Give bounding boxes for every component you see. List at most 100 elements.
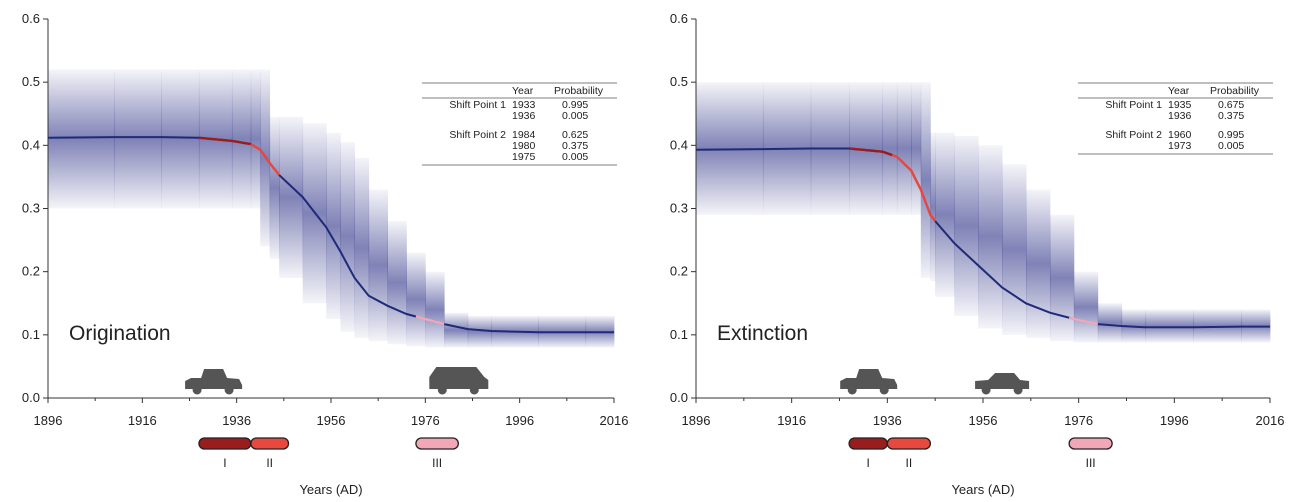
band-segment [1002,164,1027,335]
x-tick-label: 1996 [505,413,534,428]
period-bar [250,437,290,450]
y-tick-label: 0.0 [670,390,688,405]
band-segment [911,82,922,215]
x-tick-label: 1936 [873,413,902,428]
table-cell-year: 1936 [512,110,536,122]
x-tick-label: 1996 [1160,413,1189,428]
period-bar [198,437,252,450]
table-cell-probability: 0.675 [1218,99,1244,111]
period-label: II [266,456,273,470]
x-tick-label: 1896 [682,413,711,428]
panel-extinction: 0.0 0.1 0.2 0.3 0.4 0.5 0.6 1896 1916 1936 1956 197… [670,11,1285,497]
period-label: II [906,456,913,470]
band-segment [279,116,304,278]
period-bar [415,437,459,450]
band-segment [250,69,261,209]
band-segment [161,69,200,209]
band-segment [231,69,252,209]
table-cell-label: Shift Point 2 [1105,129,1162,141]
x-axis-label: Years (AD) [299,482,362,497]
highlight-segment [1068,316,1099,326]
table-header: Year [512,85,534,97]
highlight-segment [891,153,937,222]
y-tick-label: 0.3 [22,201,40,216]
table-cell-probability: 0.005 [562,110,588,122]
period-label: I [223,456,226,470]
y-tick-label: 0.1 [22,327,40,342]
table-cell-year: 1935 [1168,99,1192,111]
table-cell-probability: 0.625 [562,129,588,141]
panel-label: Extinction [717,322,808,345]
band-segment [1026,189,1051,338]
shift-point-table: Year Probability Shift Point 1 1933 0.995 193… [422,82,617,166]
x-tick-label: 1956 [317,413,346,428]
x-tick-label: 1976 [411,413,440,428]
band-segment [920,82,931,278]
y-tick-label: 0.4 [670,137,688,152]
highlight-segment [415,315,445,326]
x-tick-label: 1916 [128,413,157,428]
band-segment [269,116,280,260]
period-label: I [867,456,870,470]
y-tick-label: 0.0 [22,390,40,405]
table-cell-probability: 0.375 [562,140,588,152]
band-segment [1049,214,1075,342]
band-segment [368,189,388,342]
table-cell-year: 1980 [512,140,536,152]
band-segment [978,145,1003,329]
shift-point-table: Year Probability Shift Point 1 1935 0.675 193… [1078,82,1273,155]
band-segment [114,69,162,209]
y-tick-label: 0.2 [670,264,688,279]
panel-origination: 0.0 0.1 0.2 0.3 0.4 0.5 0.6 1896 1916 1936 1956 197… [22,11,629,497]
band-segment [1097,303,1123,343]
highlight-segment [849,147,893,157]
y-tick-label: 0.3 [670,201,688,216]
table-cell-year: 1975 [512,151,536,163]
period-bar [848,437,888,450]
period-label: III [1086,456,1096,470]
highlight-segment [250,143,281,176]
vintage-car-icon [185,369,243,395]
y-tick-label: 0.6 [670,11,688,26]
table-cell-year: 1960 [1168,129,1192,141]
table-cell-label: Shift Point 1 [449,99,506,111]
y-tick-label: 0.6 [22,11,40,26]
x-tick-label: 1956 [969,413,998,428]
x-tick-label: 2016 [1256,413,1285,428]
band-segment [930,132,936,282]
band-segment [406,252,426,347]
table-cell-label: Shift Point 1 [1105,99,1162,111]
table-header: Probability [554,85,604,97]
x-tick-label: 1936 [222,413,251,428]
x-tick-label: 2016 [600,413,629,428]
sedan-icon [975,373,1030,395]
band-segment [444,312,469,348]
x-tick-label: 1916 [777,413,806,428]
period-bar [886,437,932,450]
y-tick-label: 0.5 [670,74,688,89]
band-segment [467,315,492,348]
x-tick-label: 1976 [1064,413,1093,428]
period-bars: I II III [848,437,1113,470]
band-segment [387,221,407,345]
period-bars: I II III [198,437,459,470]
table-cell-probability: 0.995 [562,99,588,111]
table-cell-probability: 0.005 [1218,140,1244,152]
band-segment [882,82,898,215]
panel-label: Origination [69,322,171,345]
band-segment [954,135,979,316]
table-header: Year [1168,85,1190,97]
table-cell-year: 1984 [512,129,536,141]
band-segment [1145,309,1194,343]
period-bar [1068,437,1113,450]
band-segment [326,132,341,320]
table-cell-label: Shift Point 2 [449,129,506,141]
y-tick-label: 0.2 [22,264,40,279]
band-segment [425,271,445,348]
band-segment [340,142,355,332]
band-segment [48,69,115,209]
band-segment [935,132,955,297]
table-cell-probability: 0.995 [1218,129,1244,141]
suv-icon [429,367,489,395]
